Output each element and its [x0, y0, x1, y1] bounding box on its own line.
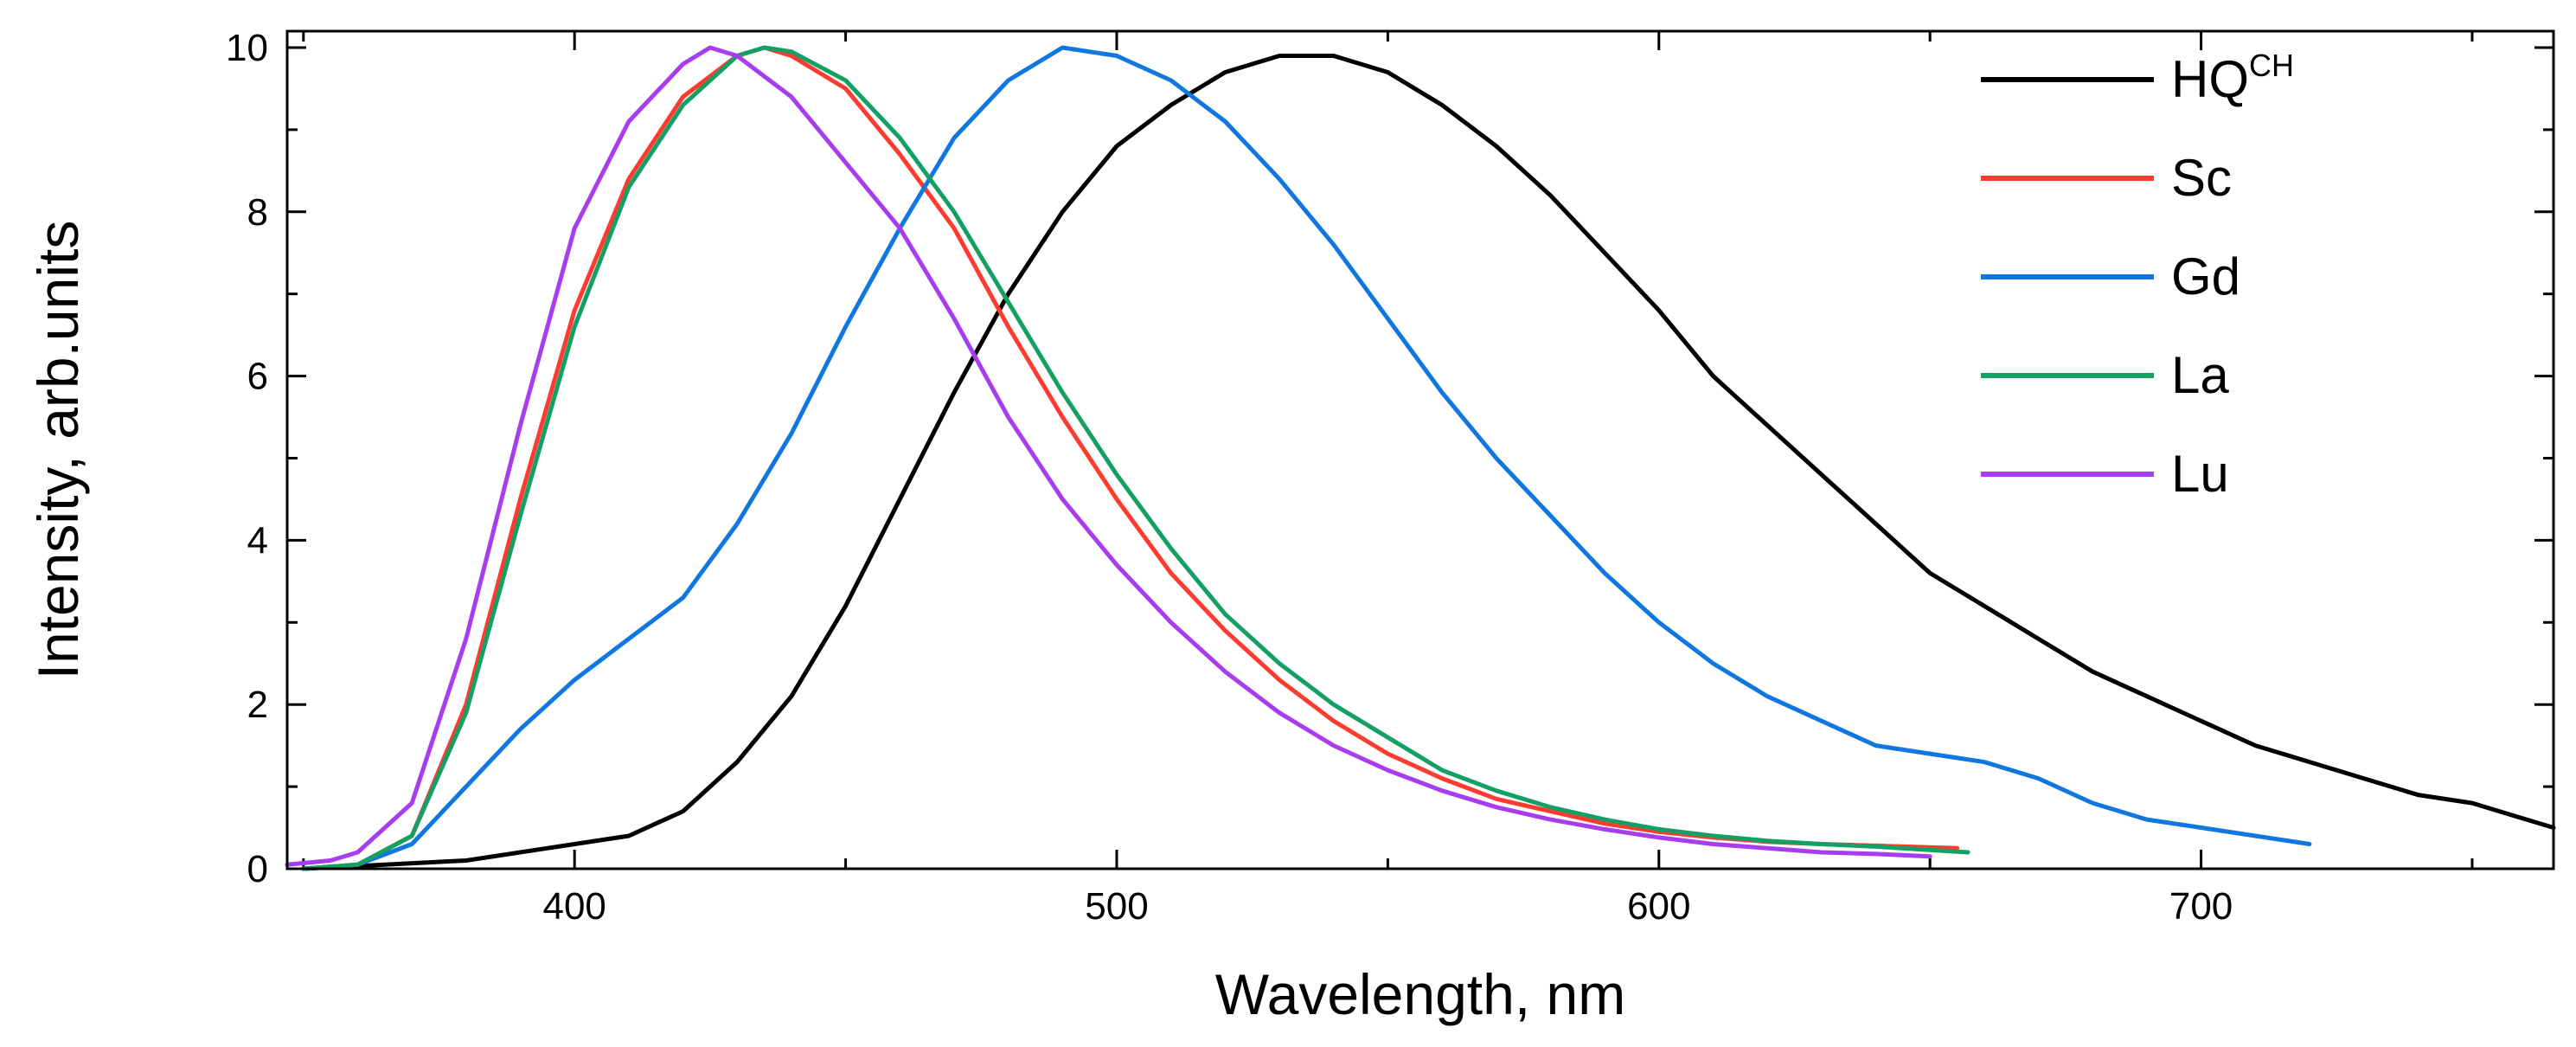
- series-layer: [285, 45, 2556, 871]
- y-tick-label: 2: [247, 684, 268, 726]
- y-tick-label: 6: [247, 356, 268, 398]
- series-line-hq: [301, 54, 2556, 871]
- y-axis-title: Intensity, arb.units: [26, 221, 90, 680]
- tick-labels-layer: 400 500 600 700 0 2 4 6 8 10: [226, 27, 2233, 928]
- series-line-la: [301, 45, 1970, 871]
- legend-label-la: La: [2171, 346, 2229, 404]
- y-tick-label: 0: [247, 848, 268, 890]
- legend-label-sc: Sc: [2171, 149, 2232, 207]
- series-line-lu: [285, 45, 1932, 867]
- y-tick-label: 10: [226, 27, 268, 69]
- x-tick-label: 500: [1085, 885, 1148, 928]
- axis-ticks-layer: [287, 31, 2554, 870]
- series-line-gd: [301, 45, 2312, 871]
- legend: HQCH Sc Gd La Lu: [1981, 48, 2294, 503]
- x-tick-label: 700: [2169, 885, 2233, 928]
- x-tick-label: 600: [1627, 885, 1690, 928]
- y-tick-label: 8: [247, 191, 268, 234]
- legend-label-lu: Lu: [2171, 445, 2229, 503]
- legend-label-gd: Gd: [2171, 247, 2240, 305]
- series-line-sc: [301, 45, 1959, 871]
- y-tick-label: 4: [247, 519, 268, 562]
- x-tick-label: 400: [542, 885, 606, 928]
- x-axis-title: Wavelength, nm: [1215, 962, 1625, 1026]
- legend-label-hq: HQCH: [2171, 48, 2294, 108]
- plot-frame: [285, 29, 2555, 870]
